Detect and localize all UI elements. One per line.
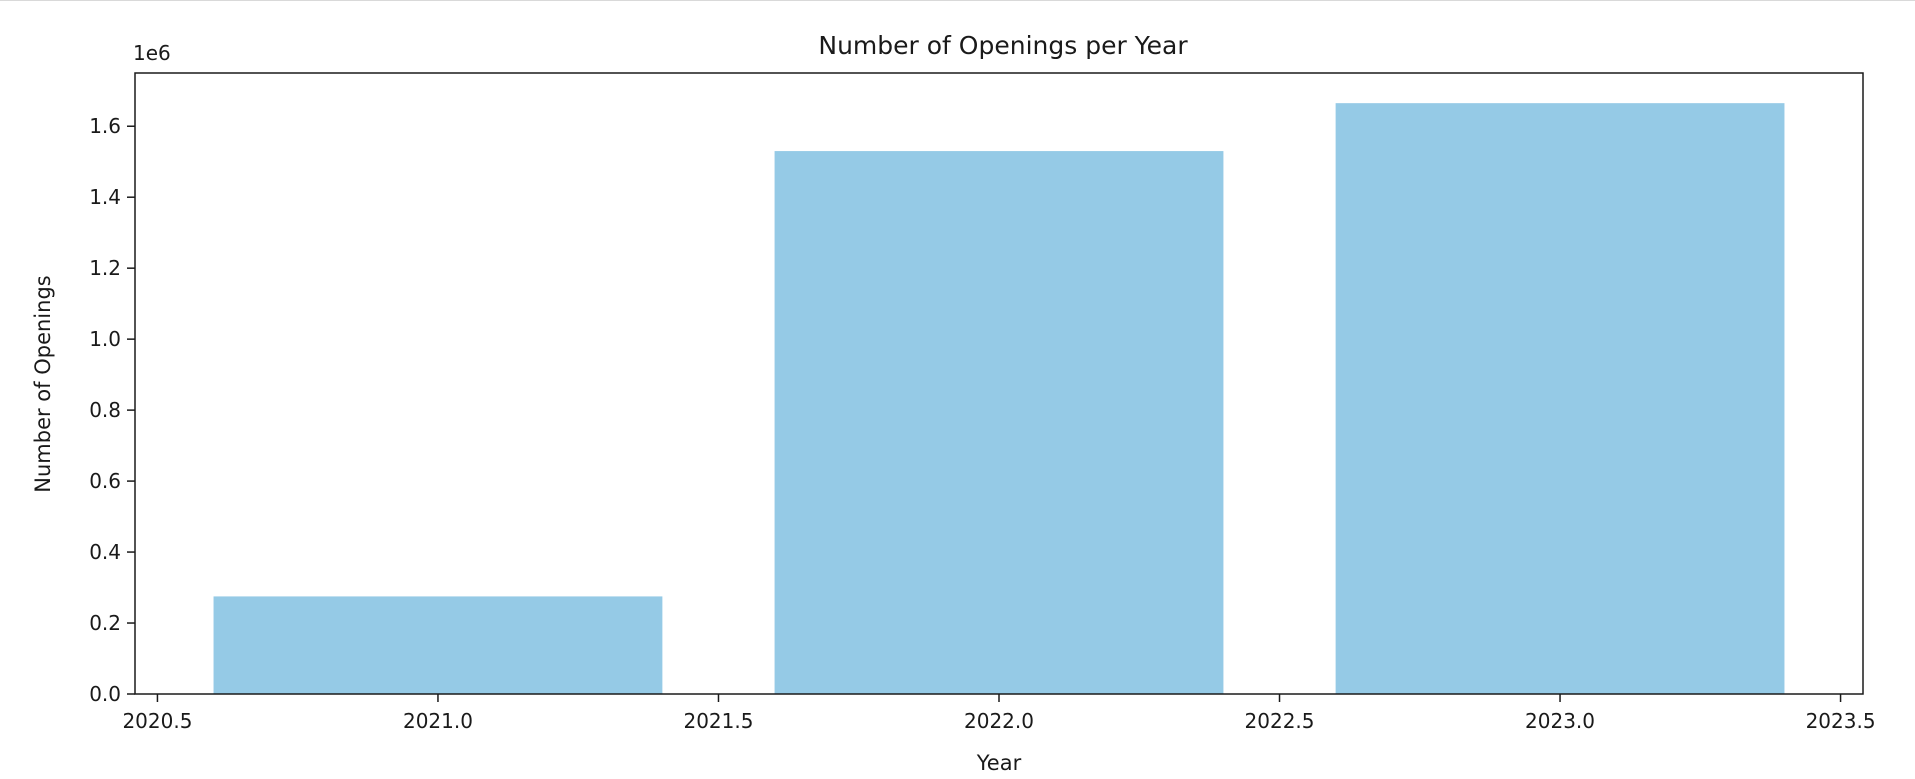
y-tick-label: 0.8 [89,398,121,422]
x-tick-label: 2020.5 [122,709,192,733]
y-tick-label: 1.6 [89,114,121,138]
x-axis-label: Year [976,751,1022,775]
x-tick-label: 2022.5 [1245,709,1315,733]
y-tick-label: 0.2 [89,611,121,635]
y-tick-label: 0.0 [89,682,121,706]
x-tick-label: 2021.5 [683,709,753,733]
x-tick-label: 2021.0 [403,709,473,733]
y-tick-label: 1.0 [89,327,121,351]
x-tick-label: 2022.0 [964,709,1034,733]
y-tick-label: 1.2 [89,256,121,280]
y-tick-label: 0.6 [89,469,121,493]
y-axis-ticks: 0.0 0.2 0.4 0.6 0.8 1.0 1.2 1.4 1.6 [89,114,135,706]
bars-group [213,103,1785,695]
axes-frame [134,72,1864,695]
bar-2021 [213,596,663,694]
x-axis-ticks: 2020.5 2021.0 2021.5 2022.0 2022.5 2023.0 2023… [122,694,1876,733]
bar-2022 [774,151,1224,694]
y-tick-label: 1.4 [89,185,121,209]
x-tick-label: 2023.5 [1806,709,1876,733]
top-border [0,0,1915,1]
x-tick-label: 2023.0 [1525,709,1595,733]
y-tick-label: 0.4 [89,540,121,564]
y-axis-label: Number of Openings [31,275,55,492]
bar-2023 [1335,103,1785,695]
chart-title: Number of Openings per Year [818,31,1188,60]
y-axis-offset-label: 1e6 [133,41,171,65]
